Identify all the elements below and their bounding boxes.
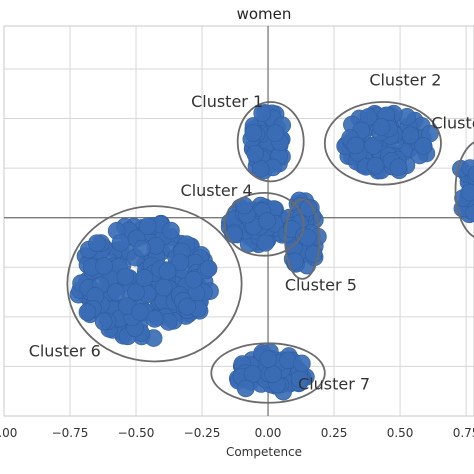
data-point bbox=[366, 156, 385, 175]
data-point bbox=[78, 303, 97, 322]
data-point bbox=[372, 118, 391, 136]
data-point bbox=[364, 137, 382, 155]
x-axis-label: Competence bbox=[226, 445, 302, 459]
cluster-label: Cluster 6 bbox=[29, 342, 101, 361]
cluster-points bbox=[220, 196, 291, 254]
data-point bbox=[264, 365, 282, 384]
cluster-ellipse bbox=[66, 205, 243, 363]
data-point bbox=[162, 221, 180, 240]
x-tick-label: −0.50 bbox=[118, 426, 155, 440]
cluster-points bbox=[69, 214, 219, 347]
data-point bbox=[111, 233, 130, 252]
cluster-ellipses bbox=[66, 101, 474, 404]
data-point bbox=[246, 144, 265, 163]
data-point bbox=[88, 234, 106, 253]
data-point bbox=[116, 267, 135, 286]
cluster-ellipse bbox=[223, 192, 305, 257]
data-point bbox=[346, 136, 365, 155]
x-tick-label: 0.25 bbox=[321, 426, 348, 440]
x-tick-labels: 1.00 −0.75 −0.50 −0.25 0.00 0.25 0.50 0.75 bbox=[0, 426, 474, 440]
cluster-ellipse bbox=[236, 101, 305, 183]
data-point bbox=[138, 217, 157, 236]
data-point bbox=[468, 165, 474, 183]
data-point bbox=[389, 158, 408, 176]
data-point bbox=[258, 212, 276, 230]
cluster-points bbox=[336, 104, 439, 180]
cluster-label: Cluster 4 bbox=[181, 181, 253, 200]
data-point bbox=[465, 204, 474, 222]
x-tick-label: 0.00 bbox=[255, 426, 282, 440]
data-point bbox=[133, 239, 151, 258]
cluster-points bbox=[242, 104, 292, 180]
data-point bbox=[127, 283, 145, 302]
data-point bbox=[178, 297, 196, 316]
data-point bbox=[414, 137, 432, 155]
data-point bbox=[184, 270, 203, 289]
cluster-ellipse bbox=[323, 101, 442, 186]
cluster-label: Cluster 7 bbox=[298, 375, 370, 394]
cluster-ellipse bbox=[210, 342, 326, 404]
x-tick-label: 0.50 bbox=[387, 426, 414, 440]
x-tick-label: −0.25 bbox=[184, 426, 221, 440]
data-point bbox=[251, 160, 270, 178]
data-point bbox=[266, 124, 285, 142]
data-point bbox=[135, 269, 154, 287]
x-tick-label: −0.75 bbox=[52, 426, 89, 440]
cluster-ellipse bbox=[454, 141, 474, 238]
data-point bbox=[244, 124, 263, 142]
x-tick-label: 0.75 bbox=[453, 426, 474, 440]
chart-title: women bbox=[237, 5, 292, 23]
data-point bbox=[460, 183, 474, 202]
data-point bbox=[286, 252, 304, 271]
cluster-ellipse bbox=[284, 198, 321, 280]
cluster-points bbox=[228, 343, 315, 401]
data-point bbox=[199, 259, 218, 278]
cluster-labels: Cluster 1 Cluster 2 Cluster 3 Cluster 4 Clus… bbox=[29, 70, 474, 393]
data-point bbox=[145, 310, 164, 328]
cluster-label: Cluster 2 bbox=[369, 70, 441, 89]
data-point bbox=[259, 350, 278, 368]
x-tick-label: 1.00 bbox=[0, 426, 17, 440]
data-point bbox=[243, 365, 262, 383]
data-points bbox=[69, 104, 474, 401]
data-point bbox=[155, 278, 173, 297]
cluster-label: Cluster 3 bbox=[431, 113, 474, 132]
data-point bbox=[107, 283, 125, 301]
data-point bbox=[158, 262, 177, 281]
cluster-points bbox=[452, 159, 474, 224]
data-point bbox=[95, 257, 113, 275]
data-point bbox=[253, 104, 272, 122]
data-point bbox=[236, 379, 255, 398]
data-point bbox=[293, 354, 311, 373]
plot-frame bbox=[3, 25, 474, 417]
data-point bbox=[256, 233, 275, 252]
cluster-label: Cluster 1 bbox=[191, 92, 263, 111]
data-point bbox=[401, 126, 420, 144]
data-point bbox=[171, 253, 189, 272]
cluster-label: Cluster 5 bbox=[285, 275, 357, 294]
data-point bbox=[299, 199, 318, 217]
data-point bbox=[94, 312, 113, 331]
data-point bbox=[131, 303, 149, 321]
